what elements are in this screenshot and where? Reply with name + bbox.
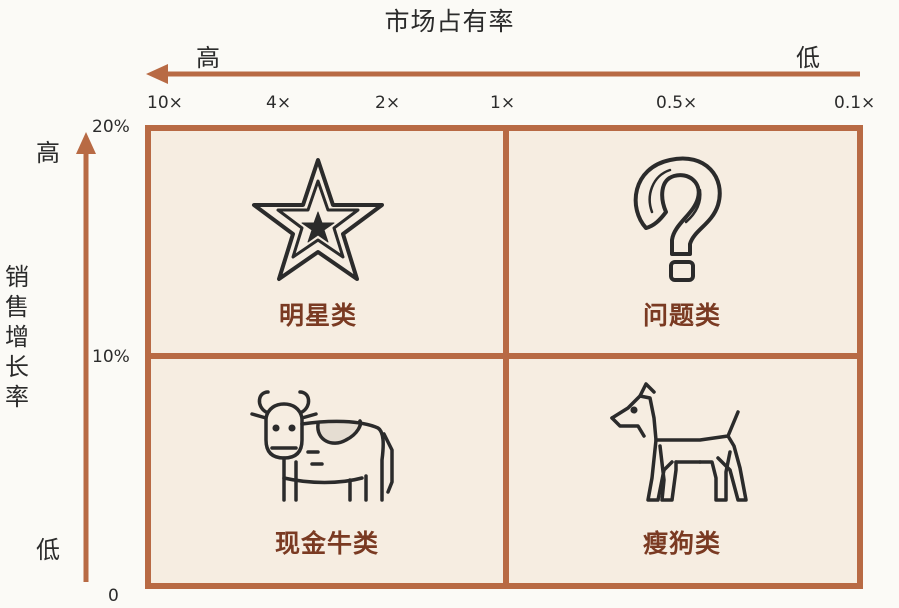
x-axis-high-label: 高 [196,44,220,72]
y-tick-20-percent: 20% [92,117,130,137]
quadrant-label-star: 明星类 [278,301,357,330]
x-axis-arrow [146,64,860,84]
quadrant-label-question: 问题类 [642,301,721,330]
y-axis-arrow [76,132,96,582]
y-tick-10-percent: 10% [92,347,130,367]
x-tick-4x: 4× [266,93,292,113]
x-tick-10x: 10× [147,93,183,113]
y-axis-title: 销售增长率 [5,263,29,411]
y-tick-0: 0 [108,586,119,606]
x-tick-0-1x: 0.1× [834,93,876,113]
x-axis-title: 市场占有率 [384,7,515,36]
y-axis-low-label: 低 [36,536,60,564]
star-icon [252,158,384,281]
quadrant-label-dog: 瘦狗类 [642,529,721,558]
y-axis-high-label: 高 [36,139,60,167]
x-tick-2x: 2× [375,93,401,113]
dog-icon [610,382,748,502]
quadrant-label-cash-cow: 现金牛类 [274,529,379,558]
cow-icon [250,390,394,502]
question-mark-icon [633,156,722,282]
x-tick-1x: 1× [490,93,516,113]
x-axis-low-label: 低 [796,44,820,72]
x-tick-0-5x: 0.5× [656,93,698,113]
